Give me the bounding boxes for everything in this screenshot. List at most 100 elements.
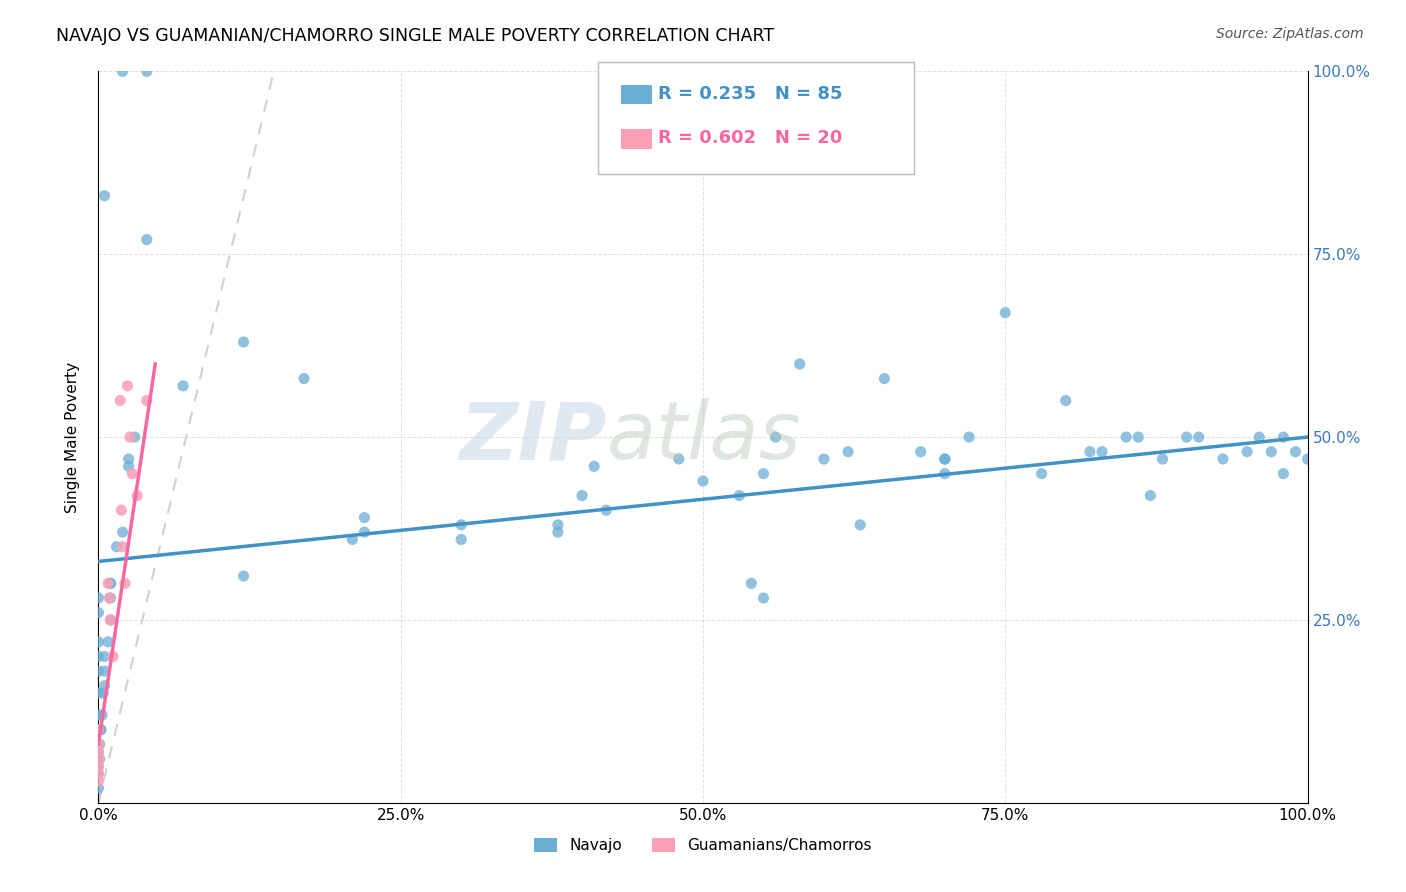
Point bbox=[1236, 444, 1258, 458]
Point bbox=[547, 525, 569, 540]
Point bbox=[101, 649, 124, 664]
Point bbox=[1212, 452, 1234, 467]
Point bbox=[100, 576, 122, 591]
Point bbox=[292, 371, 315, 385]
Point bbox=[87, 766, 110, 780]
Point bbox=[135, 393, 157, 408]
Point bbox=[90, 723, 112, 737]
Point bbox=[934, 452, 956, 467]
Point bbox=[87, 745, 110, 759]
Point bbox=[789, 357, 811, 371]
Point bbox=[957, 430, 980, 444]
Point bbox=[87, 766, 110, 780]
Point bbox=[111, 64, 134, 78]
Point bbox=[1054, 393, 1077, 408]
Point bbox=[135, 233, 157, 247]
Point bbox=[849, 517, 872, 532]
Point bbox=[1188, 430, 1211, 444]
Legend: Navajo, Guamanians/Chamorros: Navajo, Guamanians/Chamorros bbox=[526, 830, 880, 861]
Point bbox=[93, 649, 115, 664]
Point bbox=[87, 759, 110, 773]
Point bbox=[837, 444, 859, 458]
Point bbox=[111, 525, 134, 540]
Point bbox=[1115, 430, 1137, 444]
Point bbox=[97, 576, 120, 591]
Point bbox=[571, 489, 593, 503]
Point bbox=[90, 723, 112, 737]
Point bbox=[121, 467, 143, 481]
Point bbox=[100, 613, 122, 627]
Point bbox=[100, 613, 122, 627]
Point bbox=[117, 379, 139, 393]
Point bbox=[692, 474, 714, 488]
Point bbox=[728, 489, 751, 503]
Point bbox=[127, 489, 149, 503]
Point bbox=[450, 533, 472, 547]
Point bbox=[232, 334, 254, 349]
Point bbox=[118, 430, 141, 444]
Point bbox=[98, 591, 121, 605]
Text: ZIP: ZIP bbox=[458, 398, 606, 476]
Point bbox=[87, 745, 110, 759]
Point bbox=[172, 379, 194, 393]
Point bbox=[1272, 430, 1295, 444]
Point bbox=[108, 393, 131, 408]
Point bbox=[1031, 467, 1053, 481]
Point bbox=[934, 452, 956, 467]
Point bbox=[93, 188, 115, 202]
Point bbox=[1175, 430, 1198, 444]
Point bbox=[813, 452, 835, 467]
Point bbox=[752, 467, 775, 481]
Point bbox=[87, 773, 110, 788]
Point bbox=[87, 686, 110, 700]
Point bbox=[1091, 444, 1114, 458]
Point bbox=[1152, 452, 1174, 467]
Point bbox=[100, 576, 122, 591]
Text: R = 0.602   N = 20: R = 0.602 N = 20 bbox=[658, 129, 842, 147]
Point bbox=[1260, 444, 1282, 458]
Point bbox=[87, 781, 110, 796]
Text: NAVAJO VS GUAMANIAN/CHAMORRO SINGLE MALE POVERTY CORRELATION CHART: NAVAJO VS GUAMANIAN/CHAMORRO SINGLE MALE… bbox=[56, 27, 775, 45]
Point bbox=[89, 752, 111, 766]
Point bbox=[1284, 444, 1306, 458]
Point bbox=[1249, 430, 1271, 444]
Point bbox=[1139, 489, 1161, 503]
Point bbox=[232, 569, 254, 583]
Point bbox=[93, 679, 115, 693]
Point bbox=[934, 467, 956, 481]
Point bbox=[87, 635, 110, 649]
Point bbox=[547, 517, 569, 532]
Point bbox=[135, 64, 157, 78]
Point bbox=[994, 306, 1017, 320]
Point bbox=[87, 737, 110, 751]
Point bbox=[124, 430, 146, 444]
Point bbox=[89, 737, 111, 751]
Point bbox=[91, 708, 114, 723]
Point bbox=[87, 591, 110, 605]
Point bbox=[87, 708, 110, 723]
Y-axis label: Single Male Poverty: Single Male Poverty bbox=[65, 361, 80, 513]
Point bbox=[87, 606, 110, 620]
Point bbox=[668, 452, 690, 467]
Point bbox=[114, 576, 136, 591]
Point bbox=[1272, 467, 1295, 481]
Point bbox=[87, 664, 110, 678]
Point bbox=[97, 635, 120, 649]
Point bbox=[353, 525, 375, 540]
Point bbox=[87, 759, 110, 773]
Text: Source: ZipAtlas.com: Source: ZipAtlas.com bbox=[1216, 27, 1364, 41]
Point bbox=[740, 576, 762, 591]
Point bbox=[342, 533, 364, 547]
Point bbox=[583, 459, 606, 474]
Text: R = 0.235   N = 85: R = 0.235 N = 85 bbox=[658, 85, 842, 103]
Point bbox=[765, 430, 787, 444]
Point bbox=[87, 723, 110, 737]
Point bbox=[87, 752, 110, 766]
Point bbox=[93, 664, 115, 678]
Text: atlas: atlas bbox=[606, 398, 801, 476]
Point bbox=[595, 503, 617, 517]
Point bbox=[353, 510, 375, 524]
Point bbox=[111, 540, 134, 554]
Point bbox=[91, 686, 114, 700]
Point bbox=[118, 452, 141, 467]
